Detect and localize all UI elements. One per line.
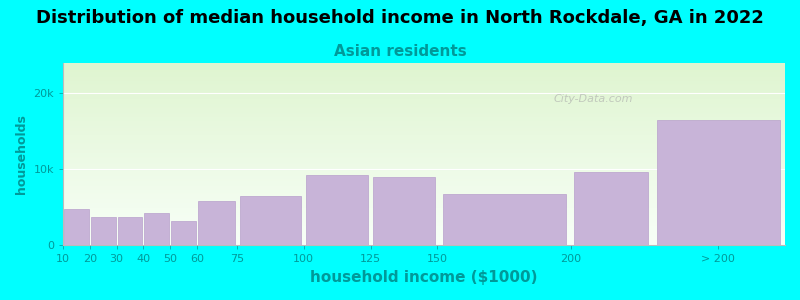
X-axis label: household income ($1000): household income ($1000): [310, 270, 538, 285]
Bar: [374, 177, 434, 245]
Bar: [198, 201, 235, 245]
Text: City-Data.com: City-Data.com: [554, 94, 634, 104]
Bar: [306, 175, 368, 245]
Bar: [574, 172, 648, 245]
Bar: [657, 120, 780, 245]
Bar: [118, 217, 142, 245]
Text: Distribution of median household income in North Rockdale, GA in 2022: Distribution of median household income …: [36, 9, 764, 27]
Bar: [145, 214, 169, 245]
Bar: [91, 217, 116, 245]
Bar: [171, 221, 196, 245]
Y-axis label: households: households: [15, 114, 28, 194]
Bar: [64, 209, 89, 245]
Bar: [443, 194, 566, 245]
Bar: [240, 196, 301, 245]
Text: Asian residents: Asian residents: [334, 44, 466, 59]
